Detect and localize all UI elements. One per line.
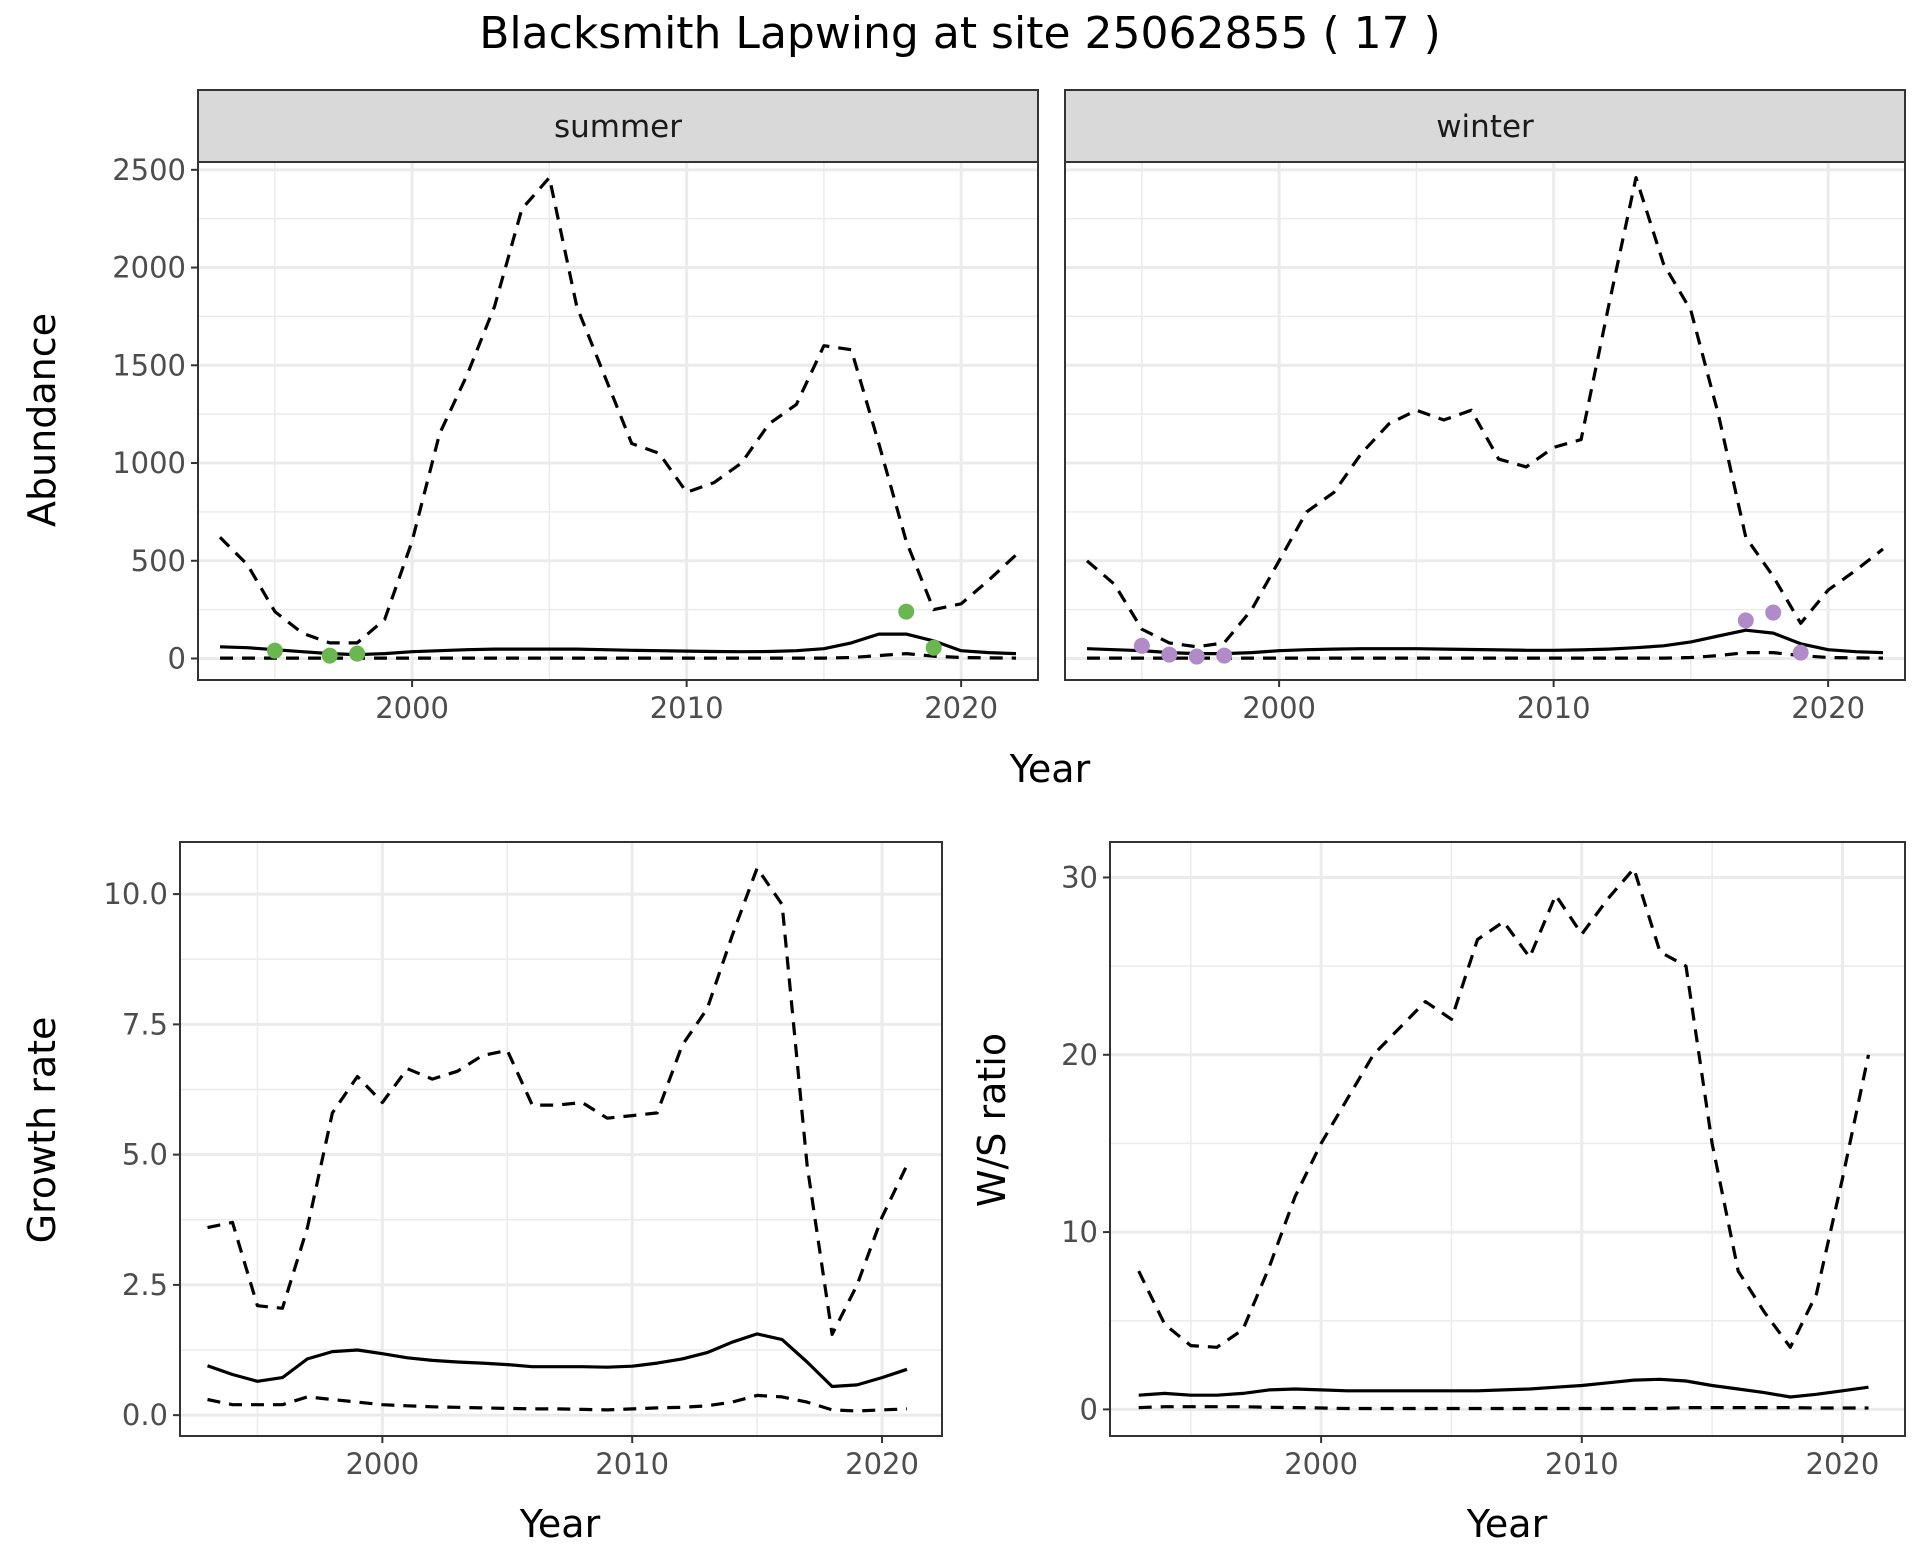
facet-winter-strip-label: winter xyxy=(1436,109,1534,145)
ws-ratio-y-axis-label: W/S ratio xyxy=(970,1033,1014,1207)
facet-winter-data-point xyxy=(1188,648,1205,665)
ws-ratio-border xyxy=(1109,841,1906,1437)
ws-ratio-y-tick-label: 0 xyxy=(1080,1392,1098,1426)
figure-title: Blacksmith Lapwing at site 25062855 ( 17… xyxy=(479,8,1441,59)
facet-summer-data-point xyxy=(925,639,942,656)
facet-winter-x-tick-label: 2000 xyxy=(1242,691,1316,725)
facet-summer-series-group xyxy=(218,176,1018,664)
facet-summer-line-upper-0 xyxy=(218,176,1018,645)
facet-winter-data-point xyxy=(1133,637,1150,654)
facet-summer: 2000 2010 2020 0 500 1000 1500 2000 2500 summer xyxy=(112,89,1039,725)
ws-ratio-x-tick-label: 2010 xyxy=(1545,1447,1619,1481)
facet-summer-y-tick-label: 1000 xyxy=(112,446,186,480)
growth-rate-line-solid-0 xyxy=(206,1332,908,1389)
facet-summer-data-point xyxy=(266,642,283,659)
abundance-panel: 2000 2010 2020 0 500 1000 1500 2000 2500 summer 2… xyxy=(20,89,1906,791)
facet-winter-x-tick-label: 2020 xyxy=(1791,691,1865,725)
growth-rate-y-axis-label: Growth rate xyxy=(20,1017,64,1244)
growth-rate-panel: Growth rate Year 2000 2010 2020 0.0 2.5 5.0 7.… xyxy=(20,841,943,1546)
growth-rate-line-dashed-2 xyxy=(207,1393,908,1413)
facet-summer-x-tick-label: 2020 xyxy=(924,691,998,725)
growth-rate-border xyxy=(179,841,943,1437)
facet-winter-data-point xyxy=(1737,612,1754,629)
facet-summer-data-point xyxy=(321,647,338,664)
facet-summer-x-tick-label: 2000 xyxy=(375,691,449,725)
facet-summer-y-tick-label: 1500 xyxy=(112,348,186,382)
facet-summer-strip-label: summer xyxy=(554,109,682,145)
growth-rate-plot-area xyxy=(180,842,942,1436)
facet-winter-data-point xyxy=(1765,604,1782,621)
ws-ratio-y-tick-label: 20 xyxy=(1061,1038,1098,1072)
facet-summer-y-tick-label: 500 xyxy=(131,544,186,578)
ws-ratio-panel: W/S ratio Year 2000 2010 2020 0 10 20 30 xyxy=(970,841,1906,1546)
facet-summer-data-point xyxy=(898,603,915,620)
growth-rate-y-tick-label: 0.0 xyxy=(122,1398,168,1432)
facet-winter-x-tick-label: 2010 xyxy=(1517,691,1591,725)
facet-winter-plot-area xyxy=(1065,162,1905,680)
facet-summer-y-tick-label: 2000 xyxy=(112,251,186,285)
facet-winter: 2000 2010 2020 winter xyxy=(1064,89,1906,725)
ws-ratio-x-axis-label: Year xyxy=(1466,1502,1548,1546)
growth-rate-x-axis-label: Year xyxy=(519,1502,601,1546)
growth-rate-y-tick-label: 2.5 xyxy=(122,1268,168,1302)
ws-ratio-x-tick-label: 2020 xyxy=(1806,1447,1880,1481)
abundance-y-axis-label: Abundance xyxy=(20,313,64,527)
ws-ratio-x-tick-label: 2000 xyxy=(1284,1447,1358,1481)
facet-summer-y-tick-label: 2500 xyxy=(112,153,186,187)
growth-rate-x-tick-label: 2020 xyxy=(845,1447,919,1481)
ws-ratio-line-dashed-2 xyxy=(1138,1405,1869,1411)
growth-rate-x-tick-label: 2000 xyxy=(345,1447,419,1481)
growth-rate-x-tick-label: 2010 xyxy=(595,1447,669,1481)
ws-ratio-plot-area xyxy=(1110,842,1905,1436)
facet-summer-strip xyxy=(197,89,1039,163)
growth-rate-y-tick-label: 5.0 xyxy=(122,1138,168,1172)
ws-ratio-y-tick-label: 30 xyxy=(1061,860,1098,894)
growth-rate-y-tick-label: 10.0 xyxy=(103,877,168,911)
facet-summer-y-tick-label: 0 xyxy=(168,641,186,675)
facet-winter-series-group xyxy=(1085,176,1884,665)
facet-summer-x-tick-label: 2010 xyxy=(650,691,724,725)
facet-summer-plot-area xyxy=(198,162,1038,680)
facet-winter-data-point xyxy=(1161,646,1178,663)
growth-rate-series-group xyxy=(206,866,909,1413)
facet-winter-strip xyxy=(1064,89,1906,163)
abundance-x-axis-label: Year xyxy=(1009,747,1091,791)
facet-summer-data-point xyxy=(349,645,366,662)
ws-ratio-series-group xyxy=(1137,866,1871,1411)
facet-winter-data-point xyxy=(1216,647,1233,664)
ws-ratio-y-tick-label: 10 xyxy=(1061,1215,1098,1249)
ws-ratio-line-solid-0 xyxy=(1138,1377,1869,1399)
growth-rate-y-tick-label: 7.5 xyxy=(122,1007,168,1041)
facet-winter-data-point xyxy=(1792,644,1809,661)
